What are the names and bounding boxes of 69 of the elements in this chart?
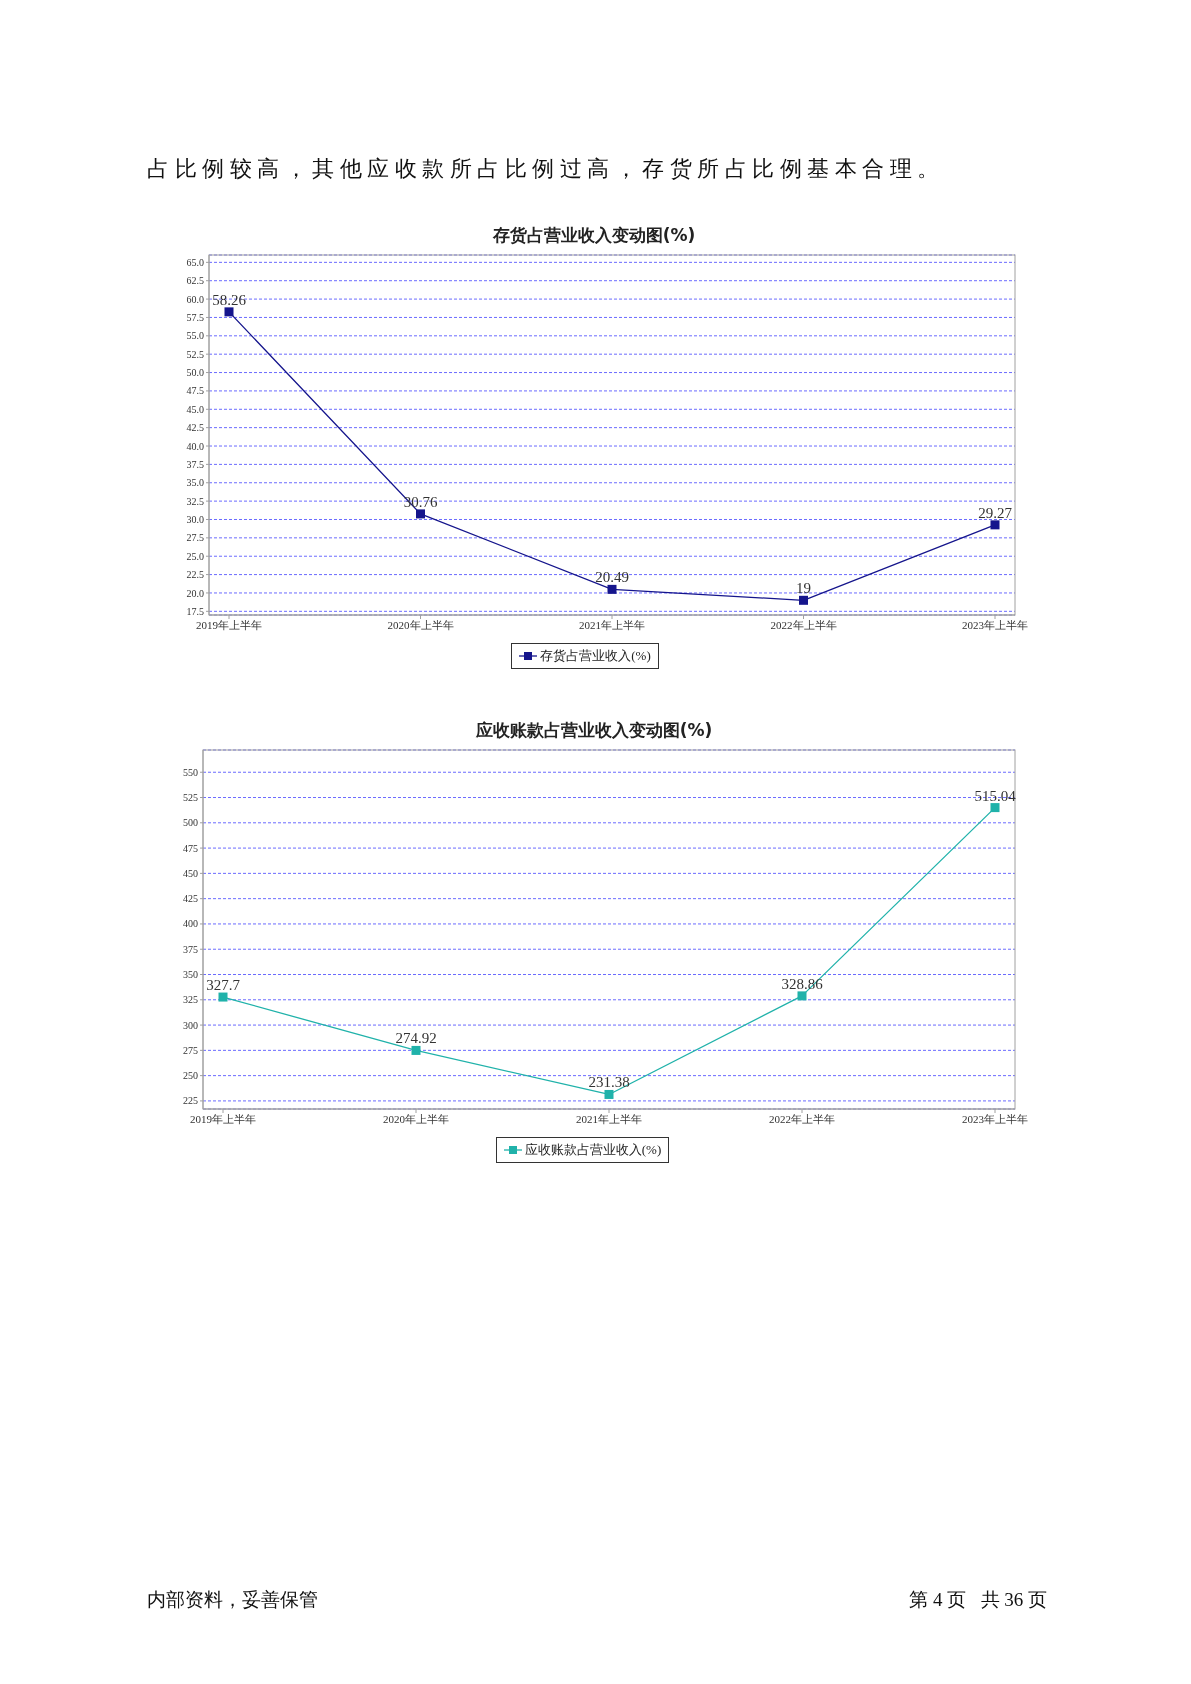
data-label: 274.92 xyxy=(395,1030,437,1047)
point xyxy=(224,307,234,317)
data-label: 515.04 xyxy=(974,787,1017,804)
x-tick-label: 2023年上半年 xyxy=(962,618,1028,631)
y-tick-label: 40.0 xyxy=(186,440,204,452)
point xyxy=(411,1045,421,1055)
y-tick-label: 35.0 xyxy=(186,477,204,489)
y-tick-label: 500 xyxy=(183,817,198,829)
y-tick-label: 45.0 xyxy=(186,403,204,415)
y-tick-label: 60.0 xyxy=(186,293,204,305)
y-tick-label: 225 xyxy=(183,1095,198,1107)
y-tick-label: 250 xyxy=(183,1070,198,1082)
y-tick-label: 57.5 xyxy=(186,312,204,323)
y-tick-label: 300 xyxy=(183,1019,198,1031)
point xyxy=(607,584,617,594)
x-tick-label: 2022年上半年 xyxy=(769,1112,835,1125)
data-label: 231.38 xyxy=(588,1074,630,1091)
y-tick-label: 425 xyxy=(183,893,198,905)
y-tick-label: 375 xyxy=(183,943,198,955)
x-tick-label: 2019年上半年 xyxy=(196,618,262,631)
chart-title: 应收账款占营业收入变动图(%) xyxy=(474,719,714,742)
y-tick-label: 475 xyxy=(183,842,198,854)
legend-label: 应收账款占营业收入(%) xyxy=(524,1141,662,1159)
text: 占比例较高，其他应收款所占比例过高，存货所占比例基本合理。 xyxy=(147,155,945,183)
y-tick-label: 62.5 xyxy=(186,275,204,287)
y-tick-label: 525 xyxy=(183,792,198,804)
point xyxy=(218,992,228,1002)
point xyxy=(416,509,425,519)
data-label: 58.26 xyxy=(212,291,247,308)
y-tick-label: 65.0 xyxy=(186,256,204,268)
x-tick-label: 2022年上半年 xyxy=(770,618,837,631)
point xyxy=(799,595,808,605)
y-tick-label: 52.5 xyxy=(186,348,204,360)
y-tick-label: 55.0 xyxy=(186,330,204,342)
y-tick-label: 50.0 xyxy=(186,367,204,379)
y-tick-label: 20.0 xyxy=(186,587,204,599)
y-tick-label: 325 xyxy=(183,994,198,1006)
y-tick-label: 275 xyxy=(183,1044,198,1056)
y-tick-label: 32.5 xyxy=(186,495,204,507)
x-tick-label: 2020年上半年 xyxy=(387,618,454,631)
y-tick-label: 400 xyxy=(183,918,198,930)
y-tick-label: 30.0 xyxy=(186,514,204,526)
y-tick-label: 42.5 xyxy=(186,422,204,434)
data-label: 20.49 xyxy=(595,569,629,586)
text: 内部资料，妥善保管 xyxy=(147,1588,318,1612)
y-tick-label: 37.5 xyxy=(186,458,204,470)
text: 第 4 页 共 36 页 xyxy=(909,1588,1047,1612)
x-tick-label: 2023年上半年 xyxy=(962,1112,1028,1125)
legend-label: 存货占营业收入(%) xyxy=(540,647,651,665)
chart-title: 存货占营业收入变动图(%) xyxy=(491,224,697,247)
y-tick-label: 450 xyxy=(183,867,198,879)
point xyxy=(797,991,807,1001)
point xyxy=(990,803,1000,813)
y-tick-label: 550 xyxy=(183,766,198,778)
data-label: 29.27 xyxy=(978,504,1013,521)
y-tick-label: 47.5 xyxy=(186,385,204,397)
x-tick-label: 2021年上半年 xyxy=(576,1112,642,1125)
data-label: 19 xyxy=(796,580,811,597)
y-tick-label: 350 xyxy=(183,969,198,981)
y-tick-label: 17.5 xyxy=(186,605,204,617)
x-tick-label: 2019年上半年 xyxy=(190,1112,256,1125)
x-tick-label: 2021年上半年 xyxy=(579,618,645,631)
x-tick-label: 2020年上半年 xyxy=(383,1112,449,1125)
y-tick-label: 25.0 xyxy=(186,550,204,562)
y-tick-label: 22.5 xyxy=(186,569,204,581)
point xyxy=(604,1089,614,1099)
y-tick-label: 27.5 xyxy=(186,532,204,544)
point xyxy=(990,520,1000,530)
data-label: 327.7 xyxy=(206,977,241,994)
